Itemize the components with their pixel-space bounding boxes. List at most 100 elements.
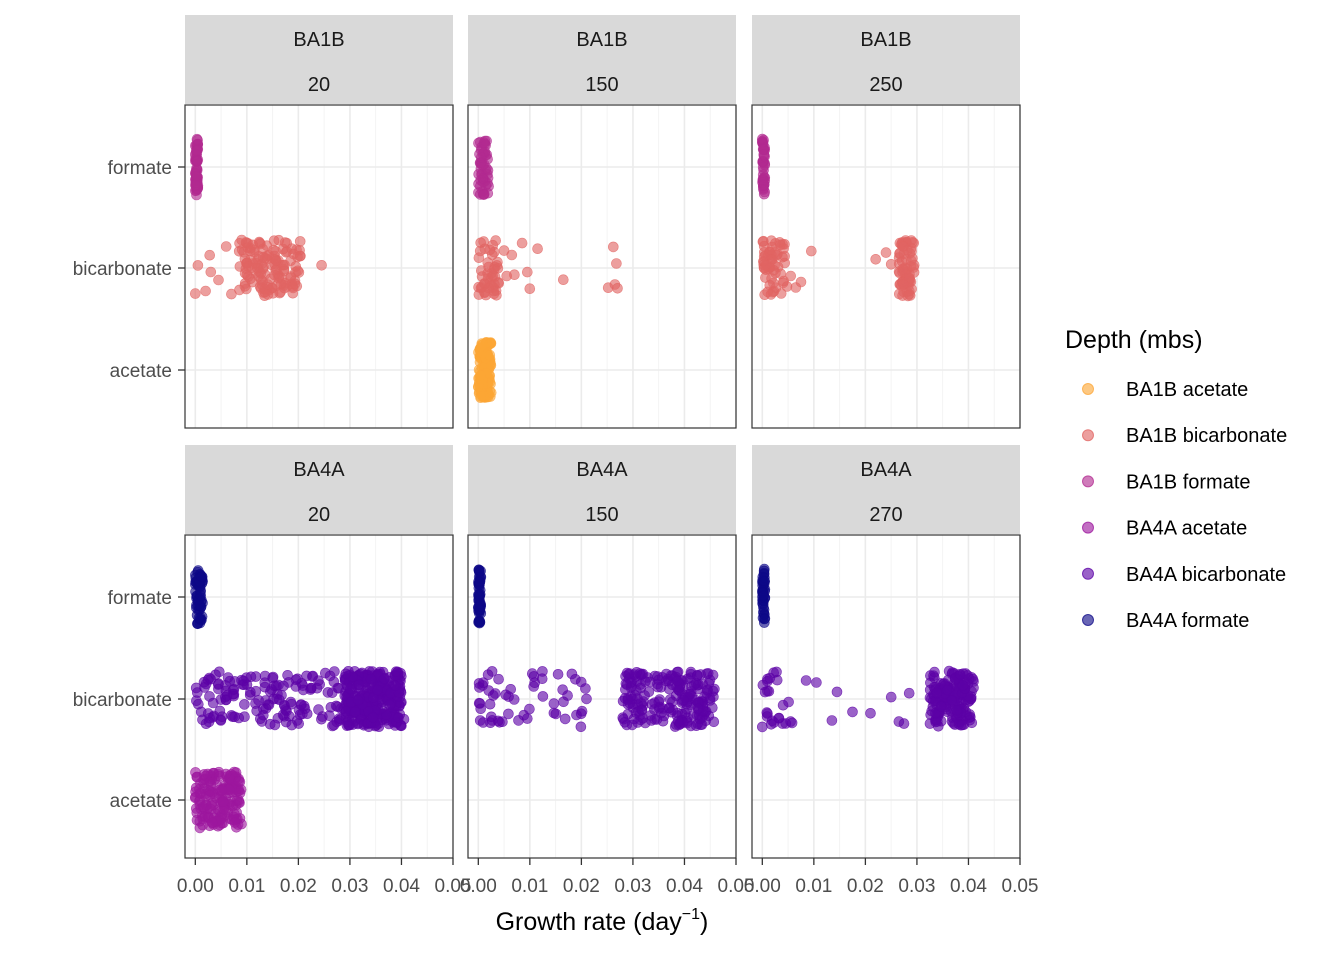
data-point xyxy=(513,715,524,726)
data-point xyxy=(352,694,364,706)
data-point xyxy=(682,673,693,685)
data-point xyxy=(307,670,319,682)
data-point xyxy=(484,244,496,256)
facet-depth-label: 150 xyxy=(585,74,618,96)
points xyxy=(190,133,327,302)
data-point xyxy=(293,718,305,729)
data-point xyxy=(216,785,228,796)
data-point xyxy=(390,680,401,692)
data-point xyxy=(220,241,232,252)
data-point xyxy=(204,672,215,684)
data-point xyxy=(625,677,637,689)
data-point xyxy=(756,133,768,145)
data-point xyxy=(768,277,779,289)
y-tick-label: formate xyxy=(108,158,172,179)
data-point xyxy=(273,679,284,691)
data-point xyxy=(521,266,533,278)
data-point xyxy=(295,699,307,711)
data-point xyxy=(205,266,217,278)
data-point xyxy=(537,666,548,677)
facet-site-label: BA1B xyxy=(860,29,911,51)
data-point xyxy=(609,279,621,290)
data-point xyxy=(831,686,843,698)
data-point xyxy=(684,688,696,700)
data-point xyxy=(576,705,588,717)
panel-border xyxy=(184,104,454,429)
data-point xyxy=(672,675,683,687)
data-point xyxy=(190,179,202,191)
data-point xyxy=(477,677,489,689)
y-tick-label: acetate xyxy=(110,361,172,382)
data-point xyxy=(316,259,327,271)
facet-site-label: BA1B xyxy=(576,29,627,51)
data-point xyxy=(757,679,769,691)
data-point xyxy=(226,288,237,300)
data-point xyxy=(482,669,494,681)
data-point xyxy=(474,576,485,588)
data-point xyxy=(227,711,238,723)
data-point xyxy=(192,260,204,271)
legend-label: BA4A bicarbonate xyxy=(1126,564,1286,586)
data-point xyxy=(475,565,486,577)
legend-label: BA4A formate xyxy=(1126,610,1249,632)
y-tick-label: formate xyxy=(108,588,172,609)
legend-item: BA4A formate xyxy=(1082,610,1249,632)
data-point xyxy=(236,234,247,246)
points xyxy=(756,563,979,733)
data-point xyxy=(269,269,280,281)
x-tick-label: 0.01 xyxy=(228,876,265,897)
data-point xyxy=(781,281,793,292)
data-point xyxy=(204,789,215,801)
legend: Depth (mbs) BA1B acetate BA1B bicarbonate… xyxy=(1065,326,1287,632)
data-point xyxy=(297,680,309,691)
x-tick-label: 0.04 xyxy=(383,876,420,897)
data-point xyxy=(193,698,204,710)
data-point xyxy=(319,667,331,679)
x-tick-label: 0.01 xyxy=(795,876,832,897)
panel-BA1B-20: BA1B 20 xyxy=(184,15,454,429)
data-point xyxy=(491,260,503,271)
x-tick-label: 0.01 xyxy=(511,876,548,897)
facet-strip xyxy=(185,445,453,534)
x-tick-label: 0.03 xyxy=(614,876,651,897)
data-point xyxy=(229,817,241,828)
data-point xyxy=(779,250,790,262)
data-point xyxy=(811,677,822,688)
data-point xyxy=(328,676,340,688)
legend-label: BA1B bicarbonate xyxy=(1126,425,1287,447)
data-point xyxy=(524,703,535,715)
data-point xyxy=(636,704,648,716)
data-point xyxy=(521,713,533,724)
x-axis-labels: 0.00 0.01 0.02 0.03 0.04 0.050.00 0.01 0.02 0.03… xyxy=(177,858,1039,897)
panel-background xyxy=(752,105,1020,428)
data-point xyxy=(270,255,282,266)
data-point xyxy=(575,721,587,733)
data-point xyxy=(322,687,334,698)
data-point xyxy=(566,668,578,680)
data-point xyxy=(314,679,326,690)
data-point xyxy=(580,683,591,694)
data-point xyxy=(398,713,410,725)
data-point xyxy=(193,612,205,624)
facet-depth-label: 150 xyxy=(585,504,618,526)
data-point xyxy=(528,671,540,682)
x-tick-label: 0.00 xyxy=(460,876,497,897)
chart-panels: BA1B 20 BA1B 150 BA1B 250 BA4A 20 BA4A 150 BA4A 270 xyxy=(184,15,1021,859)
data-point xyxy=(269,719,281,731)
data-point xyxy=(931,687,943,699)
data-point xyxy=(508,694,520,705)
data-point xyxy=(196,571,207,582)
facet-strip xyxy=(468,15,736,104)
data-point xyxy=(758,149,770,160)
data-point xyxy=(262,289,274,300)
panel-border xyxy=(751,104,1021,429)
data-point xyxy=(559,713,571,725)
data-point xyxy=(282,669,293,681)
legend-key xyxy=(1082,429,1094,442)
x-tick-label: 0.05 xyxy=(718,876,755,897)
data-point xyxy=(253,695,264,706)
y-tick-label: bicarbonate xyxy=(73,259,172,280)
data-point xyxy=(552,668,564,680)
x-tick-label: 0.05 xyxy=(1002,876,1039,897)
x-tick-label: 0.00 xyxy=(744,876,781,897)
